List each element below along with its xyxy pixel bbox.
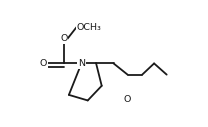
Text: N: N [78, 59, 85, 68]
Text: O: O [60, 34, 68, 43]
Text: O: O [40, 59, 47, 68]
Text: OCH₃: OCH₃ [77, 23, 102, 32]
Text: O: O [124, 95, 131, 104]
